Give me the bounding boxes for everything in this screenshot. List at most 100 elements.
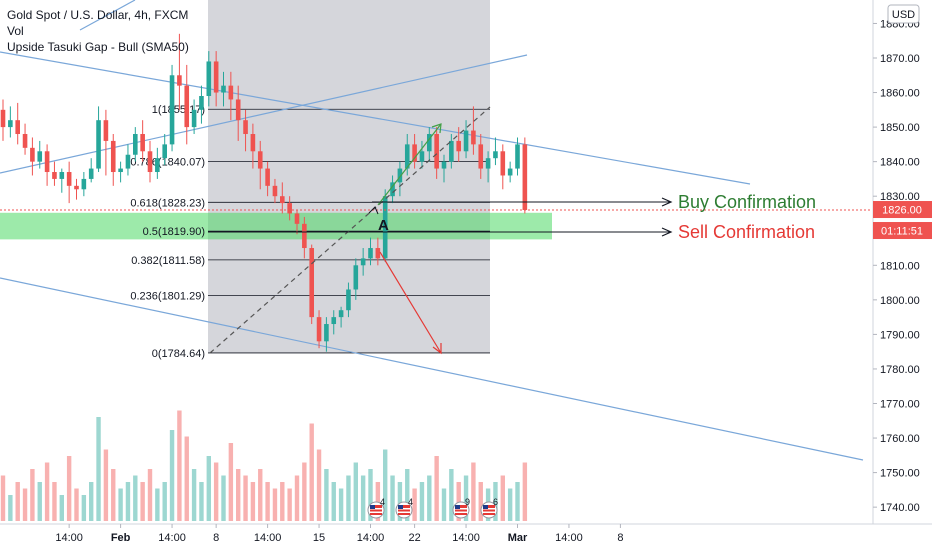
candle [404, 134, 410, 176]
event-icon[interactable]: 4 [367, 497, 385, 519]
volume-bar [368, 469, 373, 521]
candle [213, 51, 219, 107]
flag-stripe [398, 508, 410, 510]
candle-body [265, 168, 270, 186]
candle [294, 210, 300, 235]
volume-bar [258, 469, 263, 521]
confirmation-arrows[interactable]: Buy Confirmation Sell Confirmation A [208, 192, 816, 242]
candle [59, 168, 65, 193]
fib-level-label: 0.618(1828.23) [130, 197, 205, 209]
bearish-arrow-head [432, 343, 442, 355]
event-icon[interactable]: 6 [480, 497, 498, 519]
point-a-label: A [378, 217, 389, 234]
volume-bar [412, 488, 417, 521]
candle [221, 71, 226, 107]
price-tick-label: 1740.00 [880, 502, 920, 514]
indicator-volume[interactable]: Vol [7, 24, 24, 38]
candle-body [302, 223, 307, 249]
time-tick-label: 8 [617, 532, 623, 544]
time-tick-label: 14:00 [254, 532, 282, 544]
event-icon[interactable]: 9 [452, 497, 470, 519]
volume-bar [89, 482, 94, 521]
volume-bar [199, 482, 204, 521]
candle-body [59, 172, 65, 179]
flag-canton [370, 505, 375, 509]
candle-body [507, 168, 513, 176]
candle-body [294, 213, 300, 224]
price-tick-label: 1770.00 [880, 399, 920, 411]
candle-body [155, 158, 160, 173]
candle [309, 244, 314, 325]
fib-trend-dashed-line[interactable] [209, 106, 491, 354]
economic-events[interactable]: 4 4 9 6 [367, 497, 498, 519]
trendline-top-left[interactable] [79, 0, 136, 31]
time-axis-ticks[interactable]: 14:00 Feb 14:00 8 14:00 15 14:00 22 14:00 Mar 14:0… [55, 524, 623, 544]
flag-canton [483, 505, 488, 509]
candle [81, 172, 87, 197]
candle-body [500, 151, 506, 176]
volume-bar [331, 482, 336, 521]
candle [162, 134, 167, 166]
bullish-arrow-head [431, 123, 442, 134]
candle [338, 306, 344, 328]
volume-bar [74, 488, 79, 521]
volume-bar [478, 482, 483, 521]
candle [478, 134, 484, 179]
volume-bar [375, 482, 381, 521]
volume-bar [383, 449, 388, 521]
event-icon[interactable]: 4 [395, 497, 413, 519]
flag-canton [455, 505, 460, 509]
symbol-title[interactable]: Gold Spot / U.S. Dollar, 4h, FXCM [7, 8, 188, 22]
candle [199, 85, 204, 124]
trend-lines[interactable] [0, 0, 864, 461]
bullish-arrow[interactable] [377, 123, 442, 206]
candle [522, 137, 528, 214]
confirmation-zone[interactable] [0, 212, 552, 240]
buy-arrow-head [661, 197, 673, 207]
candle [88, 158, 94, 183]
candle-body [434, 134, 439, 169]
point-a-marker [368, 206, 379, 215]
price-tick-label: 1810.00 [880, 260, 920, 272]
time-tick-label: 22 [408, 532, 420, 544]
volume-bar [206, 456, 211, 521]
volume-bar [125, 482, 131, 521]
candle [471, 106, 476, 155]
buy-confirmation-label: Buy Confirmation [678, 192, 816, 212]
trendline-rising[interactable] [0, 54, 528, 174]
candle-body [485, 158, 491, 169]
candle-body [125, 154, 131, 169]
candle [316, 310, 322, 349]
trendline-lower-descending[interactable] [0, 277, 864, 461]
price-axis-panel[interactable] [873, 0, 932, 524]
candle [184, 64, 190, 145]
trendline-upper-descending[interactable] [0, 51, 751, 185]
sell-confirmation-label: Sell Confirmation [678, 222, 815, 242]
currency-badge[interactable] [887, 4, 920, 24]
candle [110, 134, 116, 186]
volume-bar [493, 482, 498, 521]
time-tick-label: Feb [111, 532, 131, 544]
volume-bar [0, 475, 6, 521]
candle [346, 282, 351, 318]
candle-body [338, 310, 344, 318]
candle [331, 310, 337, 335]
volume-bars [0, 410, 528, 521]
candle-body [375, 248, 381, 259]
candle-body [449, 140, 454, 162]
candle-body [74, 185, 79, 190]
volume-bar [463, 475, 469, 521]
candle [397, 161, 403, 197]
indicator-upside-tasuki-gap[interactable]: Upside Tasuki Gap - Bull (SMA50) [7, 40, 189, 54]
flag-canton [398, 505, 403, 509]
candle [37, 140, 43, 169]
candle [390, 175, 395, 204]
candle [368, 237, 373, 266]
forecast-arrows[interactable] [377, 123, 442, 355]
bearish-arrow[interactable] [379, 251, 442, 354]
candle [353, 258, 359, 300]
candle [375, 237, 381, 266]
candle-body [331, 317, 337, 325]
candle-body [404, 144, 410, 169]
